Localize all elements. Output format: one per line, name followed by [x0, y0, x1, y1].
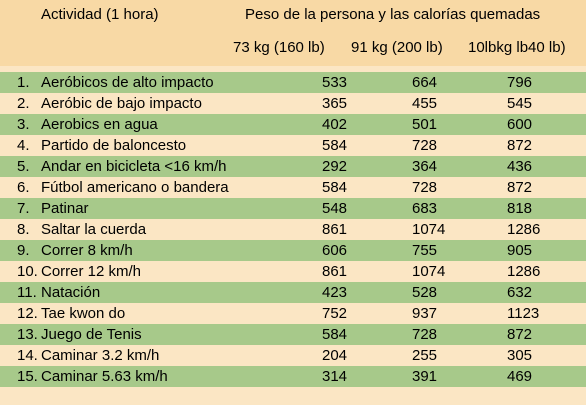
calories-91kg: 728	[412, 137, 437, 154]
row-number: 2.	[17, 95, 30, 112]
row-number: 8.	[17, 221, 30, 238]
table-row: 12. Tae kwon do 752 937 1123	[0, 303, 586, 324]
weight-column-header: 91 kg (200 lb)	[351, 39, 443, 56]
activity-name: Fútbol americano o bandera	[41, 179, 229, 196]
table-row: 8. Saltar la cuerda 861 1074 1286	[0, 219, 586, 240]
calories-third-column: 600	[507, 116, 532, 133]
row-number: 4.	[17, 137, 30, 154]
row-number: 3.	[17, 116, 30, 133]
calories-third-column: 872	[507, 326, 532, 343]
calories-91kg: 364	[412, 158, 437, 175]
calories-third-column: 872	[507, 179, 532, 196]
table-row: 11. Natación 423 528 632	[0, 282, 586, 303]
calories-91kg: 528	[412, 284, 437, 301]
table-row: 7. Patinar 548 683 818	[0, 198, 586, 219]
table-row: 6. Fútbol americano o bandera 584 728 872	[0, 177, 586, 198]
calories-73kg: 533	[322, 74, 347, 91]
activity-name: Natación	[41, 284, 100, 301]
activity-name: Aeróbicos de alto impacto	[41, 74, 214, 91]
row-number: 7.	[17, 200, 30, 217]
calories-91kg: 1074	[412, 263, 445, 280]
table-row: 2. Aeróbic de bajo impacto 365 455 545	[0, 93, 586, 114]
table-row: 14. Caminar 3.2 km/h 204 255 305	[0, 345, 586, 366]
calories-91kg: 455	[412, 95, 437, 112]
calories-91kg: 1074	[412, 221, 445, 238]
table-row: 15. Caminar 5.63 km/h 314 391 469	[0, 366, 586, 387]
calories-third-column: 1286	[507, 221, 540, 238]
row-number: 9.	[17, 242, 30, 259]
row-number: 11.	[17, 284, 37, 301]
calories-third-column: 632	[507, 284, 532, 301]
row-number: 6.	[17, 179, 30, 196]
activity-name: Patinar	[41, 200, 89, 217]
activity-name: Aeróbic de bajo impacto	[41, 95, 202, 112]
calories-third-column: 1123	[507, 305, 539, 322]
calories-73kg: 606	[322, 242, 347, 259]
row-number: 13.	[17, 326, 38, 343]
activity-name: Juego de Tenis	[41, 326, 142, 343]
calories-73kg: 314	[322, 368, 347, 385]
table-body: 1. Aeróbicos de alto impacto 533 664 796 2. Ae…	[0, 72, 586, 387]
row-number: 12.	[17, 305, 38, 322]
calories-third-column: 305	[507, 347, 532, 364]
weight-column-header: 10lbkg lb40 lb)	[468, 39, 566, 56]
calories-third-column: 469	[507, 368, 532, 385]
activity-name: Tae kwon do	[41, 305, 125, 322]
calories-73kg: 365	[322, 95, 347, 112]
calories-73kg: 292	[322, 158, 347, 175]
table-row: 10. Correr 12 km/h 861 1074 1286	[0, 261, 586, 282]
activity-name: Caminar 5.63 km/h	[41, 368, 168, 385]
table-header: Actividad (1 hora) Peso de la persona y …	[0, 0, 586, 66]
calories-91kg: 728	[412, 326, 437, 343]
activity-name: Aerobics en agua	[41, 116, 158, 133]
calories-91kg: 728	[412, 179, 437, 196]
table-row: 13. Juego de Tenis 584 728 872	[0, 324, 586, 345]
calories-91kg: 683	[412, 200, 437, 217]
table-row: 3. Aerobics en agua 402 501 600	[0, 114, 586, 135]
activity-name: Correr 12 km/h	[41, 263, 141, 280]
calories-third-column: 796	[507, 74, 532, 91]
calories-73kg: 584	[322, 179, 347, 196]
table-row: 4. Partido de baloncesto 584 728 872	[0, 135, 586, 156]
weight-group-header: Peso de la persona y las calorías quemad…	[245, 6, 540, 23]
calories-91kg: 664	[412, 74, 437, 91]
calories-73kg: 584	[322, 137, 347, 154]
calories-73kg: 204	[322, 347, 347, 364]
activity-name: Andar en bicicleta <16 km/h	[41, 158, 227, 175]
calories-third-column: 545	[507, 95, 532, 112]
activity-name: Saltar la cuerda	[41, 221, 146, 238]
calories-73kg: 402	[322, 116, 347, 133]
calories-third-column: 818	[507, 200, 532, 217]
row-number: 14.	[17, 347, 38, 364]
activity-column-header: Actividad (1 hora)	[41, 6, 159, 23]
table-row: 9. Correr 8 km/h 606 755 905	[0, 240, 586, 261]
calories-91kg: 391	[412, 368, 437, 385]
row-number: 1.	[17, 74, 30, 91]
activity-name: Caminar 3.2 km/h	[41, 347, 159, 364]
row-number: 15.	[17, 368, 38, 385]
calories-third-column: 436	[507, 158, 532, 175]
calories-73kg: 584	[322, 326, 347, 343]
table-row: 1. Aeróbicos de alto impacto 533 664 796	[0, 72, 586, 93]
weight-column-header: 73 kg (160 lb)	[233, 39, 325, 56]
row-number: 5.	[17, 158, 30, 175]
calories-third-column: 1286	[507, 263, 540, 280]
calories-73kg: 423	[322, 284, 347, 301]
calories-91kg: 255	[412, 347, 437, 364]
calories-73kg: 752	[322, 305, 347, 322]
calories-91kg: 937	[412, 305, 437, 322]
calories-91kg: 755	[412, 242, 437, 259]
table-row: 5. Andar en bicicleta <16 km/h 292 364 436	[0, 156, 586, 177]
calories-73kg: 548	[322, 200, 347, 217]
calories-73kg: 861	[322, 263, 347, 280]
calories-third-column: 872	[507, 137, 532, 154]
calories-73kg: 861	[322, 221, 347, 238]
activity-name: Partido de baloncesto	[41, 137, 186, 154]
calories-third-column: 905	[507, 242, 532, 259]
activity-name: Correr 8 km/h	[41, 242, 133, 259]
row-number: 10.	[17, 263, 38, 280]
calories-91kg: 501	[412, 116, 437, 133]
